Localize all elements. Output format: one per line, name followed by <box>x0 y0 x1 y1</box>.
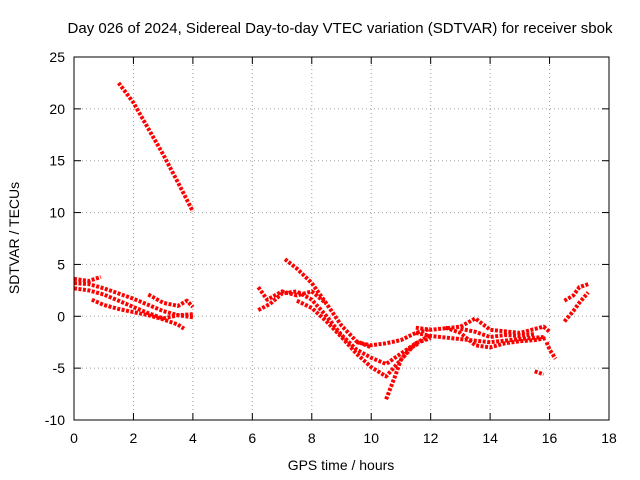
y-tick-label: 0 <box>57 308 65 324</box>
series-line-track-j <box>296 298 432 379</box>
y-tick-label: 20 <box>49 101 65 117</box>
series-line-track-g <box>256 286 328 306</box>
x-tick-label: 6 <box>248 430 256 446</box>
x-tick-label: 12 <box>423 430 439 446</box>
series-line-track-o <box>444 325 547 350</box>
x-tick-label: 14 <box>482 430 498 446</box>
series-group <box>73 81 590 401</box>
series-line-track-p <box>459 326 535 339</box>
x-tick-label: 8 <box>308 430 316 446</box>
x-tick-label: 10 <box>363 430 379 446</box>
x-tick-label: 0 <box>70 430 78 446</box>
y-axis-label: SDTVAR / TECUs <box>6 182 22 294</box>
series-line-track-t <box>563 282 589 303</box>
chart-title: Day 026 of 2024, Sidereal Day-to-day VTE… <box>68 20 613 37</box>
y-tick-label: 10 <box>49 205 65 221</box>
series-line-track-s <box>562 291 590 323</box>
series-line-track-r <box>534 369 545 377</box>
x-tick-label: 16 <box>542 430 558 446</box>
series-line-track-m <box>415 316 551 335</box>
series-line-track-q <box>544 341 558 360</box>
series-line-track-b <box>73 275 102 283</box>
y-tick-label: -10 <box>45 412 65 428</box>
y-tick-label: 15 <box>49 153 65 169</box>
x-tick-label: 18 <box>601 430 617 446</box>
series-line-track-f <box>117 81 195 213</box>
y-tick-label: -5 <box>53 360 66 376</box>
series-line-track-i <box>283 257 372 350</box>
y-tick-label: 25 <box>49 49 65 65</box>
series-line-track-k <box>355 326 432 348</box>
series-line-track-e <box>147 292 195 309</box>
grid <box>74 57 609 420</box>
x-tick-label: 4 <box>189 430 197 446</box>
x-axis-label: GPS time / hours <box>288 457 395 473</box>
y-tick-label: 5 <box>57 256 65 272</box>
series-line-track-n <box>415 330 544 345</box>
series-line-track-c <box>73 286 194 321</box>
series-line-track-a <box>73 281 194 320</box>
plot-frame <box>73 56 610 421</box>
tick-group: 0 2 4 6 8 10 12 14 16 18 -10 -5 0 5 10 15 20 25 <box>45 49 617 446</box>
x-tick-label: 2 <box>130 430 138 446</box>
series-line-track-d <box>90 297 186 331</box>
series-line-track-h <box>257 289 432 366</box>
series-line-track-l <box>384 341 420 401</box>
